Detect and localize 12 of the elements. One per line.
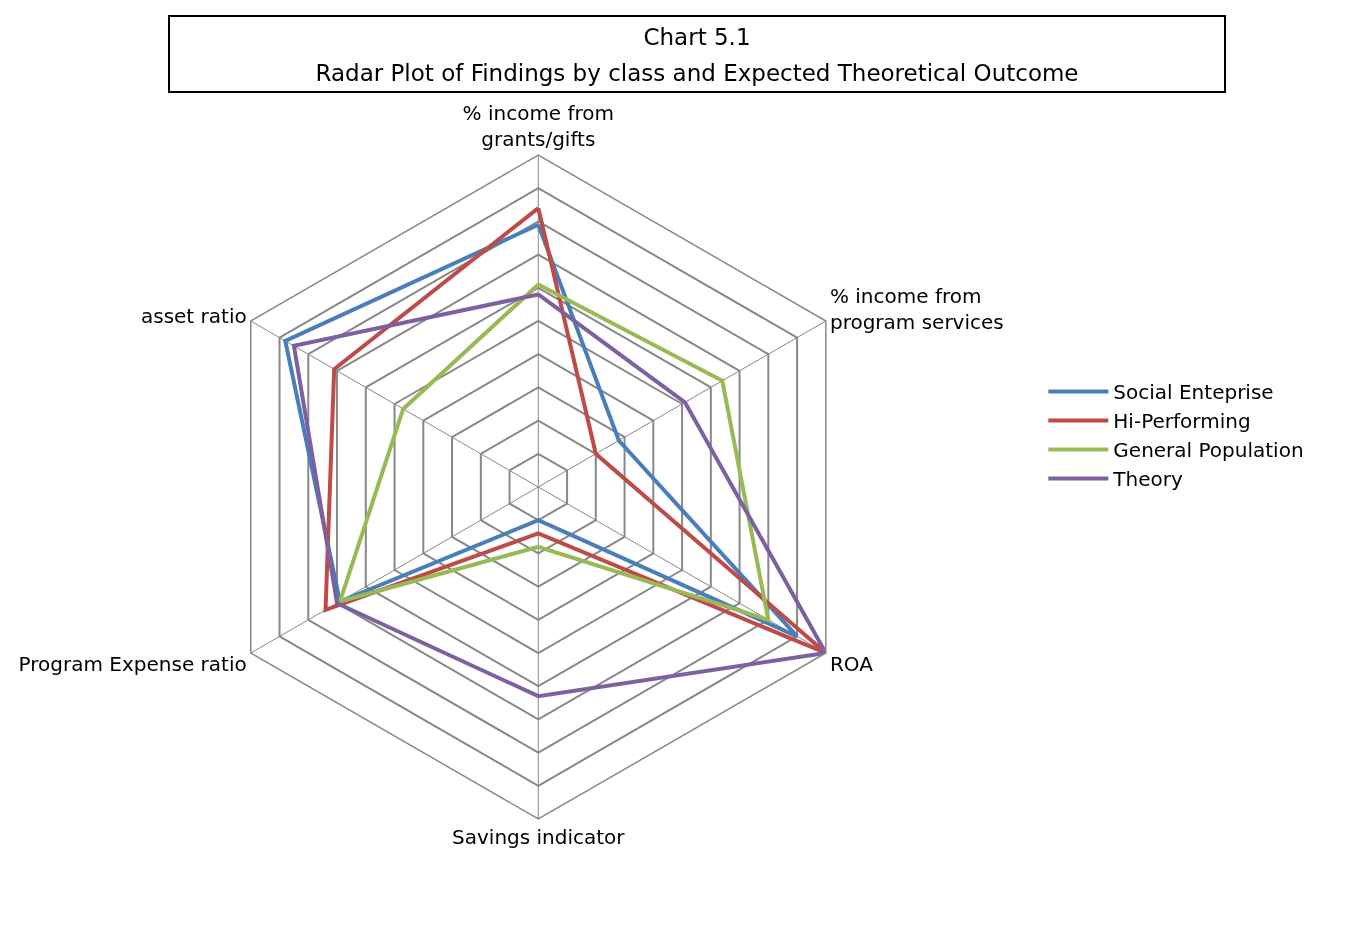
chart-subtitle: Radar Plot of Findings by class and Expected Theoretical Outcome xyxy=(314,59,1080,88)
spoke-label: ROA xyxy=(829,652,874,677)
spoke-label: asset ratio xyxy=(140,303,247,328)
legend-label: General Population xyxy=(1113,438,1304,463)
spoke-label: % income from grants/gifts xyxy=(462,101,615,152)
legend-label: Hi-Performing xyxy=(1113,409,1251,434)
legend-label: Theory xyxy=(1112,467,1183,492)
chart-title: Chart 5.1 xyxy=(642,23,752,52)
spoke-label: Program Expense ratio xyxy=(18,652,247,677)
legend-label: Social Enteprise xyxy=(1113,380,1274,405)
spoke-label: Savings indicator xyxy=(452,824,626,849)
spoke-label: % income from program services xyxy=(829,284,1004,335)
